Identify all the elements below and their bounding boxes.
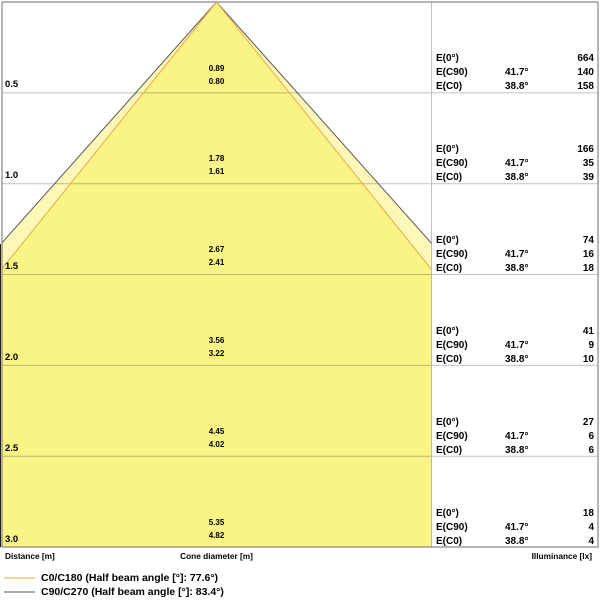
svg-text:Cone diameter [m]: Cone diameter [m] bbox=[180, 551, 253, 561]
svg-text:41.7°: 41.7° bbox=[505, 431, 528, 442]
svg-text:C0/C180 (Half beam angle [°]:: C0/C180 (Half beam angle [°]: 77.6°) bbox=[41, 572, 218, 584]
svg-text:1.5: 1.5 bbox=[5, 261, 19, 272]
svg-text:E(C0): E(C0) bbox=[436, 81, 462, 92]
svg-text:664: 664 bbox=[577, 53, 594, 64]
svg-text:E(C90): E(C90) bbox=[436, 522, 468, 533]
svg-text:2.0: 2.0 bbox=[5, 352, 18, 363]
svg-text:0.5: 0.5 bbox=[5, 79, 19, 90]
svg-text:E(C0): E(C0) bbox=[436, 172, 462, 183]
svg-text:E(C0): E(C0) bbox=[436, 445, 462, 456]
svg-text:E(C0): E(C0) bbox=[436, 263, 462, 274]
svg-text:140: 140 bbox=[577, 67, 594, 78]
svg-text:4.82: 4.82 bbox=[209, 531, 225, 540]
svg-text:E(C90): E(C90) bbox=[436, 158, 468, 169]
svg-text:35: 35 bbox=[583, 158, 595, 169]
svg-text:4: 4 bbox=[588, 536, 594, 547]
svg-text:9: 9 bbox=[588, 340, 594, 351]
svg-text:E(C90): E(C90) bbox=[436, 67, 468, 78]
svg-text:E(C0): E(C0) bbox=[436, 354, 462, 365]
svg-text:E(C90): E(C90) bbox=[436, 249, 468, 260]
svg-text:41.7°: 41.7° bbox=[505, 522, 528, 533]
svg-text:E(C0): E(C0) bbox=[436, 536, 462, 547]
svg-text:E(0°): E(0°) bbox=[436, 144, 459, 155]
svg-text:27: 27 bbox=[583, 417, 595, 428]
svg-text:6: 6 bbox=[588, 445, 594, 456]
svg-text:0.80: 0.80 bbox=[209, 77, 225, 86]
svg-text:38.8°: 38.8° bbox=[505, 536, 528, 547]
svg-text:5.35: 5.35 bbox=[209, 518, 225, 527]
svg-text:E(0°): E(0°) bbox=[436, 235, 459, 246]
svg-text:166: 166 bbox=[577, 144, 594, 155]
svg-text:2.67: 2.67 bbox=[209, 245, 225, 254]
svg-text:4.45: 4.45 bbox=[209, 427, 225, 436]
svg-text:4.02: 4.02 bbox=[209, 440, 225, 449]
svg-text:E(C90): E(C90) bbox=[436, 431, 468, 442]
svg-text:38.8°: 38.8° bbox=[505, 263, 528, 274]
svg-text:1.0: 1.0 bbox=[5, 170, 18, 181]
svg-text:38.8°: 38.8° bbox=[505, 81, 528, 92]
svg-text:10: 10 bbox=[583, 354, 595, 365]
svg-text:18: 18 bbox=[583, 508, 595, 519]
svg-text:0.89: 0.89 bbox=[209, 64, 225, 73]
svg-text:Distance [m]: Distance [m] bbox=[5, 551, 55, 561]
svg-text:E(0°): E(0°) bbox=[436, 417, 459, 428]
svg-text:C90/C270 (Half beam angle [°]:: C90/C270 (Half beam angle [°]: 83.4°) bbox=[41, 586, 224, 598]
svg-text:41.7°: 41.7° bbox=[505, 249, 528, 260]
svg-text:1.61: 1.61 bbox=[209, 167, 225, 176]
svg-text:38.8°: 38.8° bbox=[505, 354, 528, 365]
svg-text:38.8°: 38.8° bbox=[505, 445, 528, 456]
svg-text:39: 39 bbox=[583, 172, 595, 183]
svg-text:Illuminance [lx]: Illuminance [lx] bbox=[532, 551, 593, 561]
svg-text:3.0: 3.0 bbox=[5, 534, 18, 545]
svg-text:38.8°: 38.8° bbox=[505, 172, 528, 183]
svg-text:6: 6 bbox=[588, 431, 594, 442]
svg-text:E(0°): E(0°) bbox=[436, 508, 459, 519]
svg-text:2.5: 2.5 bbox=[5, 443, 19, 454]
svg-text:41.7°: 41.7° bbox=[505, 340, 528, 351]
svg-text:74: 74 bbox=[583, 235, 595, 246]
svg-text:3.22: 3.22 bbox=[209, 349, 225, 358]
svg-text:1.78: 1.78 bbox=[209, 154, 225, 163]
svg-text:41.7°: 41.7° bbox=[505, 67, 528, 78]
svg-text:41.7°: 41.7° bbox=[505, 158, 528, 169]
svg-text:18: 18 bbox=[583, 263, 595, 274]
svg-text:4: 4 bbox=[588, 522, 594, 533]
svg-text:E(0°): E(0°) bbox=[436, 326, 459, 337]
svg-text:E(C90): E(C90) bbox=[436, 340, 468, 351]
svg-text:3.56: 3.56 bbox=[209, 336, 225, 345]
svg-text:41: 41 bbox=[583, 326, 595, 337]
svg-text:E(0°): E(0°) bbox=[436, 53, 459, 64]
svg-text:16: 16 bbox=[583, 249, 595, 260]
svg-text:158: 158 bbox=[577, 81, 594, 92]
svg-text:2.41: 2.41 bbox=[209, 258, 225, 267]
